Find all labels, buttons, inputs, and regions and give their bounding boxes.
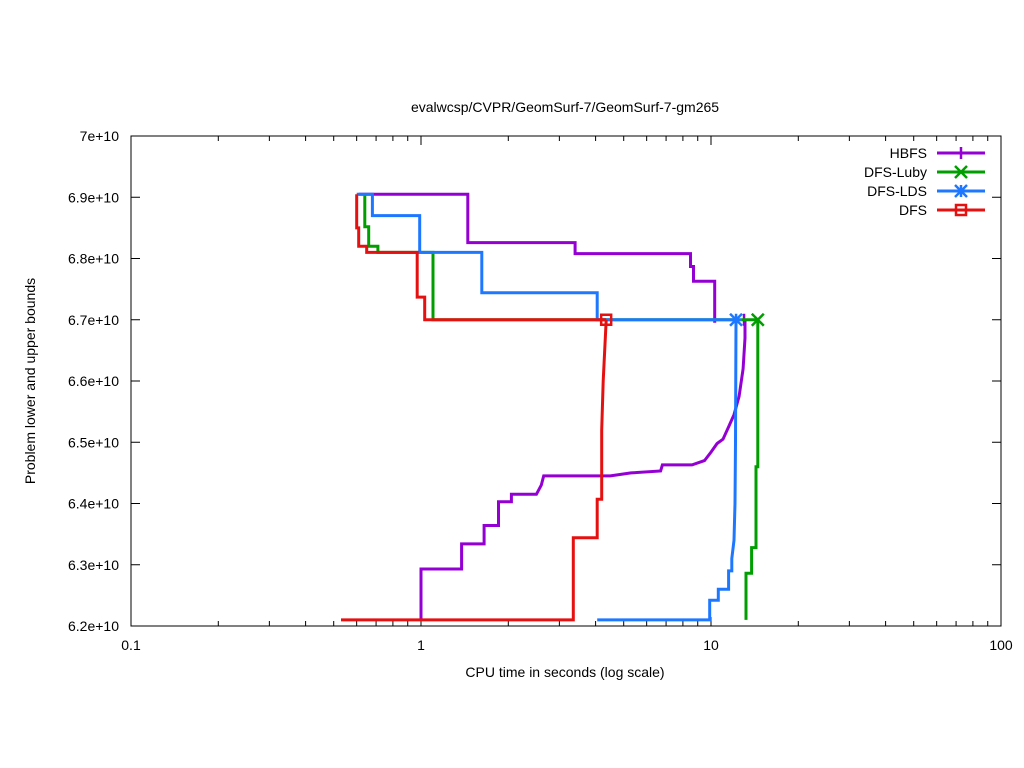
x-axis-ticks: 0.1 1 10 100: [121, 136, 1013, 653]
marker-stroke: [750, 312, 765, 327]
series-dfs-luby-upper-line: [363, 194, 758, 322]
y-tick-label: 6.8e+10: [68, 251, 119, 267]
x-tick-label: 0.1: [121, 637, 141, 653]
y-tick-label: 6.2e+10: [68, 618, 119, 634]
series-dfs: [341, 194, 613, 622]
series-dfs-lds: [356, 192, 743, 622]
series-dfs-luby: [363, 194, 765, 620]
marker-stroke: [599, 313, 613, 326]
legend-label-dfs-luby: DFS-Luby: [864, 164, 927, 180]
marker-stroke: [954, 165, 968, 179]
x-tick-label: 100: [989, 637, 1013, 653]
series-dfs-lds-marker: [729, 312, 743, 327]
legend-label-dfs-lds: DFS-LDS: [867, 183, 927, 199]
series-dfs-luby-marker: [750, 312, 765, 327]
x-axis-label: CPU time in seconds (log scale): [465, 664, 664, 680]
legend-label-dfs: DFS: [899, 202, 927, 218]
x-tick-label: 1: [417, 637, 425, 653]
y-tick-label: 6.4e+10: [68, 496, 119, 512]
legend-label-hbfs: HBFS: [890, 145, 927, 161]
series-dfs-upper-line: [355, 194, 607, 322]
x-tick-label: 10: [703, 637, 719, 653]
y-tick-label: 6.9e+10: [68, 189, 119, 205]
plot-frame: [130, 135, 1002, 627]
y-axis-ticks: 6.2e+10 6.3e+10 6.4e+10 6.5e+10 6.6e+10 6.7e+…: [68, 128, 1001, 634]
legend-marker-dfs: [954, 203, 968, 217]
y-tick-label: 7e+10: [80, 128, 120, 144]
marker-stroke: [954, 203, 968, 217]
y-tick-label: 6.6e+10: [68, 373, 119, 389]
series-dfs-marker: [599, 313, 613, 326]
series-dfs-lds-upper-line: [356, 192, 736, 322]
chart-title: evalwcsp/CVPR/GeomSurf-7/GeomSurf-7-gm26…: [411, 99, 719, 115]
series-dfs-lower-line: [341, 319, 608, 622]
legend-marker-dfs-luby: [954, 165, 968, 179]
y-axis-label: Problem lower and upper bounds: [22, 278, 38, 484]
series-hbfs-lower-line: [419, 319, 747, 620]
series-dfs-luby-lower-line: [744, 319, 760, 620]
y-tick-label: 6.7e+10: [68, 312, 119, 328]
y-tick-label: 6.5e+10: [68, 434, 119, 450]
legend-marker-hbfs: [955, 147, 967, 159]
legend: HBFS DFS-Luby DFS-LDS DFS: [864, 145, 985, 218]
series-hbfs-upper-line: [358, 192, 717, 323]
legend-marker-dfs-lds: [954, 184, 968, 198]
series-dfs-lds-lower-line: [597, 319, 738, 622]
y-tick-label: 6.3e+10: [68, 557, 119, 573]
plot-area: [341, 192, 765, 622]
